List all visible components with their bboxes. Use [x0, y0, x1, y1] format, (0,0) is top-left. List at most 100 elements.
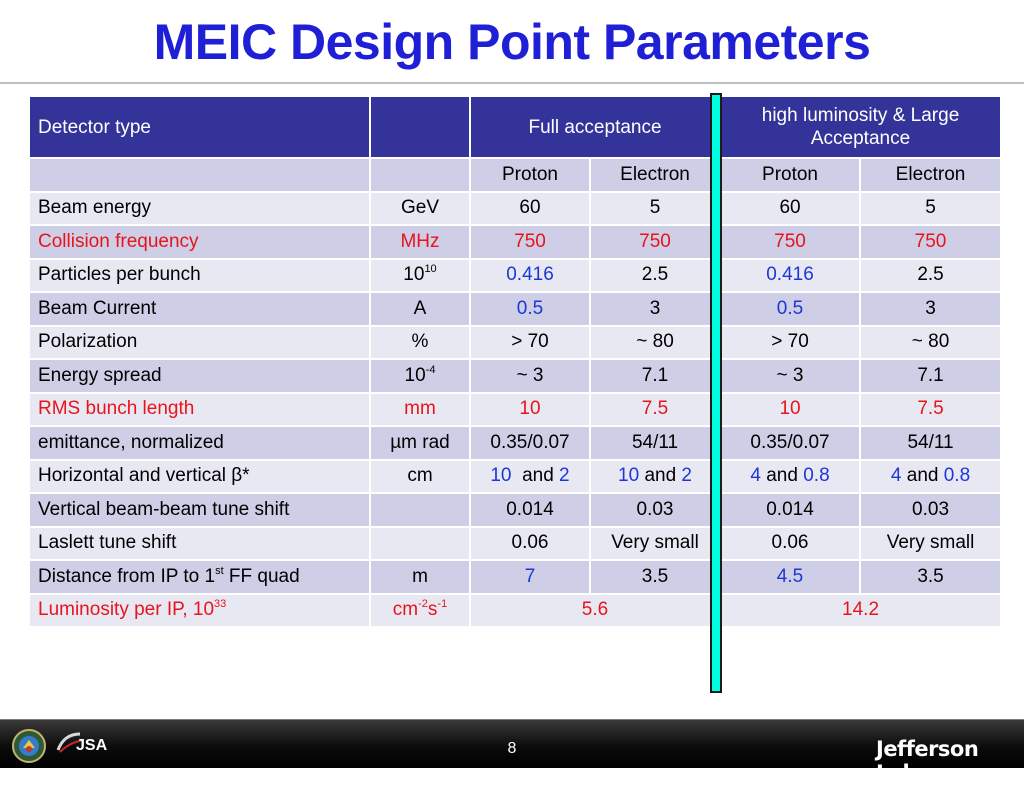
subheader-electron: Electron	[588, 157, 722, 193]
table-cell: 0.03	[588, 492, 722, 528]
table-cell: 7.5	[859, 391, 1003, 427]
table-cell: 0.014	[469, 492, 591, 528]
row-unit: MHz	[369, 224, 471, 260]
table-cell: 0.416	[719, 257, 862, 293]
header-row: Detector type Full acceptance high lumin…	[28, 95, 1003, 159]
subheader-row: Proton Electron Proton Electron	[28, 157, 1003, 193]
table-cell: ~ 80	[588, 324, 722, 360]
table-cell: 4 and 0.8	[719, 458, 862, 494]
header-high-luminosity: high luminosity & Large Acceptance	[719, 95, 1003, 159]
table-cell: ~ 3	[469, 358, 591, 394]
subheader-proton: Proton	[469, 157, 591, 193]
table-row-beta-star: Horizontal and vertical β* cm 10 and 2 1…	[28, 458, 1003, 494]
table-cell: 2.5	[588, 257, 722, 293]
table-cell: 7.5	[588, 391, 722, 427]
table-cell: 4 and 0.8	[859, 458, 1003, 494]
table-cell: 0.03	[859, 492, 1003, 528]
table-cell: 7	[469, 559, 591, 595]
table-cell: 0.06	[719, 525, 862, 561]
row-label: emittance, normalized	[28, 425, 371, 461]
and-text: and	[766, 465, 798, 487]
table-cell: > 70	[469, 324, 591, 360]
unit-exponent: -1	[437, 598, 448, 611]
table-row-vertical-tune-shift: Vertical beam-beam tune shift 0.014 0.03…	[28, 492, 1003, 528]
unit-exponent: -2	[418, 598, 428, 611]
row-label: RMS bunch length	[28, 391, 371, 427]
table-cell: > 70	[719, 324, 862, 360]
row-label: Vertical beam-beam tune shift	[28, 492, 371, 528]
row-label: Polarization	[28, 324, 371, 360]
table-cell: 4.5	[719, 559, 862, 595]
header-unit	[369, 95, 471, 159]
label-text: FF quad	[223, 565, 300, 587]
doe-seal-icon	[12, 729, 46, 763]
jsa-logo-icon: JSA	[56, 732, 108, 754]
table-cell: 7.1	[859, 358, 1003, 394]
table-cell: 0.5	[469, 291, 591, 327]
beta-horizontal: 10	[490, 465, 512, 487]
row-label: Particles per bunch	[28, 257, 371, 293]
table-cell: 10 and 2	[588, 458, 722, 494]
header-detector-type: Detector type	[28, 95, 371, 159]
footer-bar	[0, 720, 1024, 768]
slide-title: MEIC Design Point Parameters	[153, 14, 871, 70]
luminosity-high-luminosity: 14.2	[719, 592, 1003, 628]
jefferson-lab-logo: Jefferson Lab	[876, 737, 979, 785]
table-cell: 10	[719, 391, 862, 427]
row-label: Laslett tune shift	[28, 525, 371, 561]
beta-vertical: 0.8	[943, 465, 971, 487]
table-cell: 2.5	[859, 257, 1003, 293]
table-cell: 0.014	[719, 492, 862, 528]
row-label: Luminosity per IP, 1033	[28, 592, 371, 628]
row-label: Energy spread	[28, 358, 371, 394]
label-text: Distance from IP to 1	[38, 565, 216, 587]
row-unit: mm	[369, 391, 471, 427]
table-cell	[369, 157, 471, 193]
row-label: Horizontal and vertical β*	[28, 458, 371, 494]
row-label: Distance from IP to 1st FF quad	[28, 559, 371, 595]
table-cell	[28, 157, 371, 193]
table-row-collision-frequency: Collision frequency MHz 750 750 750 750	[28, 224, 1003, 260]
row-label: Beam energy	[28, 190, 371, 226]
table-row-beam-energy: Beam energy GeV 60 5 60 5	[28, 190, 1003, 226]
luminosity-full-acceptance: 5.6	[468, 592, 722, 628]
table-cell: 3	[859, 291, 1003, 327]
subheader-proton: Proton	[719, 157, 862, 193]
beta-horizontal: 10	[618, 465, 640, 487]
table-cell: ~ 3	[719, 358, 862, 394]
parameters-table: Detector type Full acceptance high lumin…	[28, 95, 1003, 628]
table-row-emittance: emittance, normalized µm rad 0.35/0.07 5…	[28, 425, 1003, 461]
table-cell: 3	[588, 291, 722, 327]
page-number: 8	[507, 740, 517, 757]
unit-base: s	[427, 599, 438, 621]
table-cell: 0.416	[469, 257, 591, 293]
unit-base: cm	[392, 599, 419, 621]
table-cell: 60	[719, 190, 862, 226]
table-row-particles-per-bunch: Particles per bunch 1010 0.416 2.5 0.416…	[28, 257, 1003, 293]
row-unit: GeV	[369, 190, 471, 226]
row-unit: 10-4	[369, 358, 471, 394]
table-cell: Very small	[588, 525, 722, 561]
subheader-electron: Electron	[859, 157, 1003, 193]
unit-exponent: 10	[424, 263, 437, 276]
row-label: Beam Current	[28, 291, 371, 327]
table-row-energy-spread: Energy spread 10-4 ~ 3 7.1 ~ 3 7.1	[28, 358, 1003, 394]
row-label: Collision frequency	[28, 224, 371, 260]
and-text: and	[644, 465, 677, 487]
row-unit: 1010	[369, 257, 471, 293]
table-cell: Very small	[859, 525, 1003, 561]
row-unit	[369, 492, 471, 528]
row-unit: m	[369, 559, 471, 595]
unit-base: 10	[403, 264, 425, 286]
table-row-polarization: Polarization % > 70 ~ 80 > 70 ~ 80	[28, 324, 1003, 360]
table-row-distance: Distance from IP to 1st FF quad m 7 3.5 …	[28, 559, 1003, 595]
label-superscript: 33	[214, 598, 227, 611]
and-text: and	[522, 465, 554, 487]
jsa-logo-text: JSA	[76, 737, 108, 754]
label-text: Luminosity per IP, 10	[38, 599, 215, 621]
and-text: and	[906, 465, 939, 487]
unit-exponent: -4	[425, 363, 436, 376]
row-unit: %	[369, 324, 471, 360]
beta-vertical: 2	[681, 465, 692, 487]
table-cell: 0.35/0.07	[719, 425, 862, 461]
